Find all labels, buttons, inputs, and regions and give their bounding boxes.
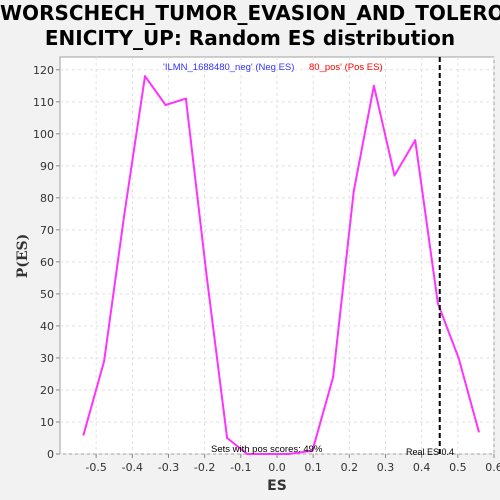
- x-tick-label: 0.2: [341, 461, 359, 474]
- real-es-label: Real ES 0.4: [406, 447, 454, 457]
- neg-es-label: 'ILMN_1688480_neg' (Neg ES): [163, 62, 294, 73]
- y-tick-label: 80: [40, 192, 54, 205]
- x-tick-label: -0.4: [122, 461, 143, 474]
- y-tick-label: 20: [40, 384, 54, 397]
- y-tick-label: 90: [40, 160, 54, 173]
- series-layer: [82, 75, 480, 455]
- y-axis-ticks: 0 10 20 30 40 50 60 70 80 90 100 110 120: [33, 64, 60, 461]
- data-point: [352, 190, 355, 193]
- data-point: [246, 453, 249, 455]
- y-tick-label: 10: [40, 416, 54, 429]
- data-point: [436, 302, 439, 305]
- x-tick-label: 0.3: [377, 461, 395, 474]
- y-tick-label: 60: [40, 256, 54, 269]
- x-tick-label: -0.1: [230, 461, 251, 474]
- x-tick-label: -0.3: [158, 461, 179, 474]
- data-point: [103, 360, 106, 363]
- x-tick-label: 0.0: [268, 461, 286, 474]
- data-point: [123, 212, 126, 215]
- x-tick-label: 0.1: [304, 461, 322, 474]
- y-tick-label: 100: [33, 128, 54, 141]
- data-point: [226, 436, 229, 439]
- data-point: [164, 104, 167, 107]
- y-tick-label: 120: [33, 64, 54, 77]
- pos-scores-label: Sets with pos scores: 49%: [211, 444, 323, 455]
- data-point: [205, 273, 208, 276]
- data-point: [287, 453, 290, 455]
- y-tick-label: 110: [33, 96, 54, 109]
- data-point: [311, 449, 314, 452]
- data-point: [82, 433, 85, 436]
- x-axis-label: ES: [267, 478, 287, 494]
- chart-title: WORSCHECH_TUMOR_EVASION_AND_TOLEROG ENIC…: [0, 1, 500, 51]
- data-point: [143, 75, 146, 78]
- x-axis-ticks: -0.5 -0.4 -0.3 -0.2 -0.1 0.0 0.1 0.2 0.3 0.4 0.5 0.…: [85, 454, 500, 474]
- data-point: [266, 453, 269, 455]
- data-point: [184, 97, 187, 100]
- data-point: [477, 430, 480, 433]
- data-point: [457, 356, 460, 359]
- y-tick-label: 70: [40, 224, 54, 237]
- y-tick-label: 50: [40, 288, 54, 301]
- es-distribution-line: [82, 75, 480, 455]
- y-axis-label: P(ES): [15, 234, 31, 279]
- y-tick-label: 30: [40, 352, 54, 365]
- pos-es-label: 80_pos' (Pos ES): [309, 62, 383, 73]
- chart-title-line-2: ENICITY_UP: Random ES distribution: [44, 26, 456, 50]
- y-tick-label: 40: [40, 320, 54, 333]
- data-point: [372, 84, 375, 87]
- data-point: [393, 174, 396, 177]
- data-point: [414, 139, 417, 142]
- chart-title-line-1: WORSCHECH_TUMOR_EVASION_AND_TOLEROG: [0, 1, 500, 25]
- x-tick-label: -0.2: [194, 461, 215, 474]
- x-tick-label: 0.5: [449, 461, 467, 474]
- x-tick-label: 0.6: [485, 461, 500, 474]
- x-tick-label: -0.5: [85, 461, 106, 474]
- data-point: [332, 376, 335, 379]
- x-tick-label: 0.4: [413, 461, 431, 474]
- y-tick-label: 0: [47, 448, 54, 461]
